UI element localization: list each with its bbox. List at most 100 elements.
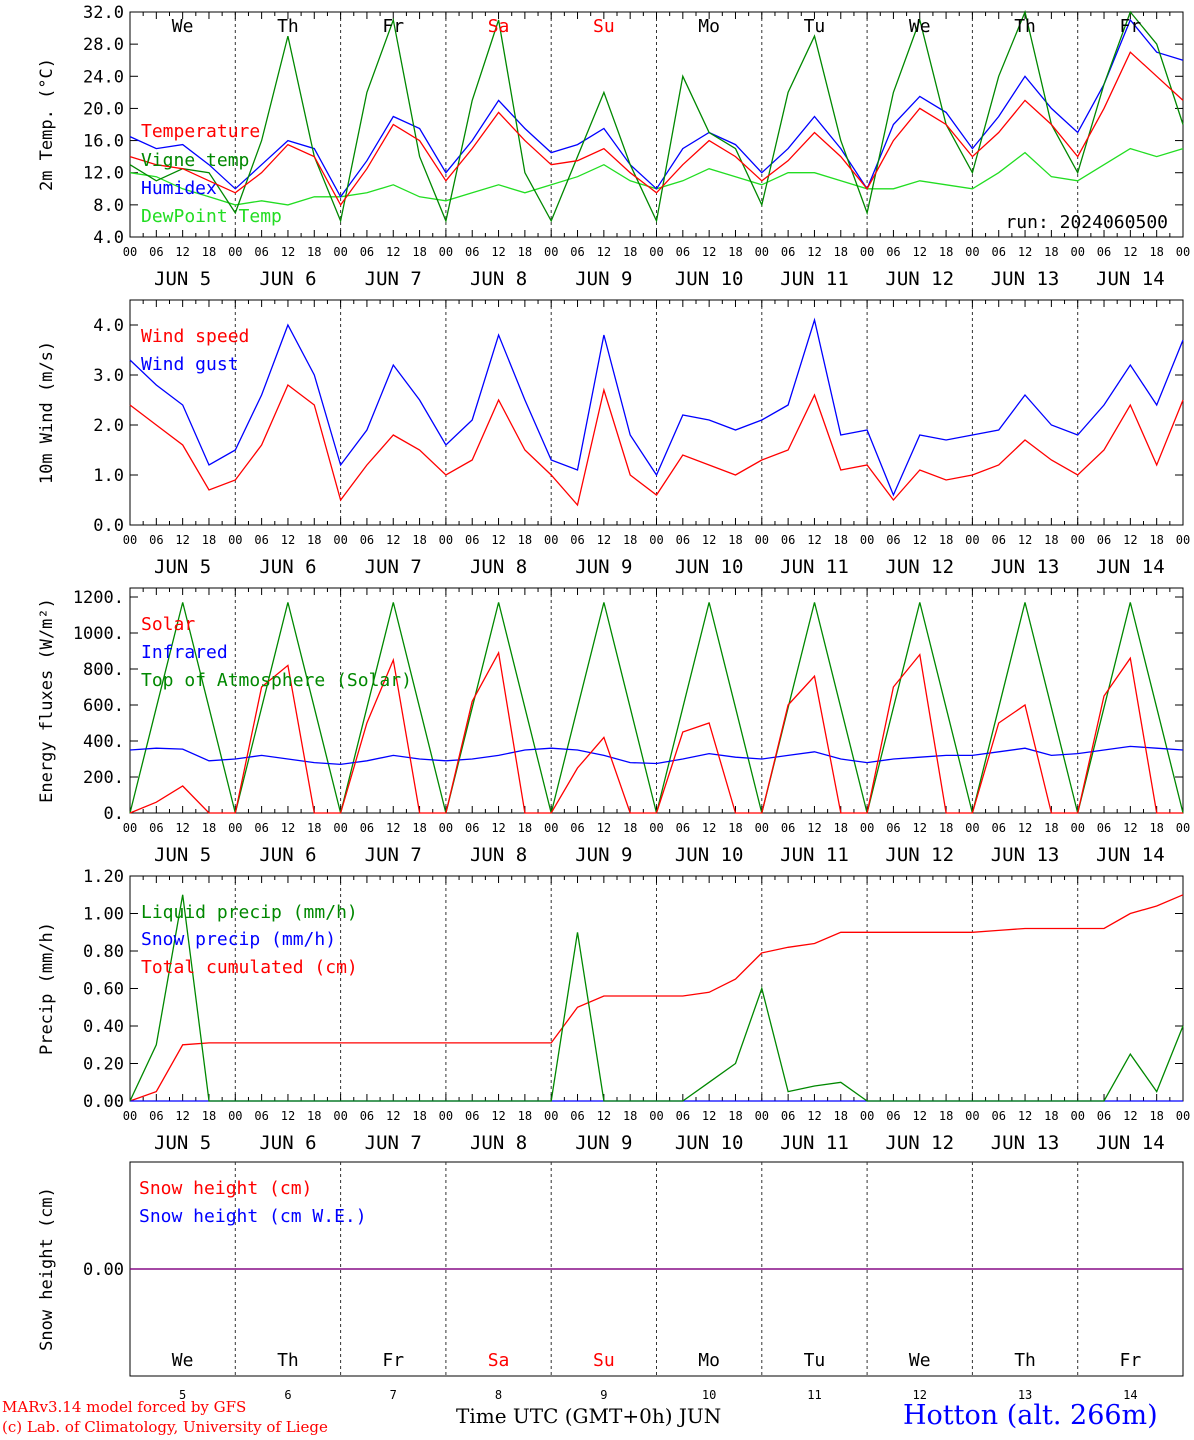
day-number: 10 (702, 1388, 716, 1402)
day-name: Fr (1120, 16, 1142, 37)
hour-label: 18 (1149, 1109, 1163, 1123)
hour-label: 12 (1018, 245, 1032, 259)
series-line (129, 894, 1184, 1102)
hour-label: 18 (202, 821, 216, 835)
series-line (129, 9, 1184, 224)
hour-label: 00 (333, 821, 347, 835)
date-label: JUN 12 (885, 1132, 954, 1154)
hour-label: 00 (755, 533, 769, 547)
date-label: JUN 8 (470, 556, 527, 578)
hour-label: 06 (149, 821, 163, 835)
hour-label: 06 (781, 821, 795, 835)
date-label: JUN 7 (365, 1132, 422, 1154)
y-tick-label: 0.0 (93, 516, 124, 536)
panel-frame (129, 587, 1184, 814)
y-tick-label: 600. (83, 696, 124, 716)
y-tick-label: 16.0 (83, 132, 124, 152)
hour-label: 12 (597, 533, 611, 547)
hour-label: 00 (123, 821, 137, 835)
hour-label: 18 (728, 1109, 742, 1123)
hour-label: 00 (649, 821, 663, 835)
date-label: JUN 13 (991, 844, 1060, 866)
date-label: JUN 10 (675, 556, 744, 578)
hour-label: 00 (228, 1109, 242, 1123)
date-label: JUN 5 (154, 844, 211, 866)
y-axis-title: 2m Temp. (°C) (37, 58, 57, 191)
y-tick-label: 3.0 (93, 366, 124, 386)
date-label: JUN 11 (780, 556, 849, 578)
date-label: JUN 5 (154, 556, 211, 578)
hour-label: 12 (702, 245, 716, 259)
panel-frame (129, 299, 1184, 526)
hour-label: 12 (175, 533, 189, 547)
hour-label: 00 (123, 533, 137, 547)
y-tick-label: 4.0 (93, 316, 124, 336)
date-label: JUN 6 (259, 268, 316, 290)
date-label: JUN 9 (575, 1132, 632, 1154)
hour-label: 12 (597, 1109, 611, 1123)
hour-label: 18 (1149, 245, 1163, 259)
series-line (129, 745, 1184, 766)
date-label: JUN 8 (470, 844, 527, 866)
series-line (129, 383, 1184, 507)
legend-entry: Snow precip (mm/h) (141, 929, 336, 950)
hour-label: 06 (254, 821, 268, 835)
hour-label: 06 (886, 245, 900, 259)
y-tick-label: 1.00 (83, 905, 124, 925)
hour-label: 00 (1070, 1109, 1084, 1123)
hour-label: 06 (781, 1109, 795, 1123)
day-name: Mo (698, 1350, 720, 1371)
hour-label: 12 (491, 1109, 505, 1123)
hour-label: 12 (597, 821, 611, 835)
hour-label: 00 (544, 821, 558, 835)
hour-label: 06 (991, 533, 1005, 547)
day-name: We (909, 16, 931, 37)
hour-label: 06 (465, 821, 479, 835)
date-label: JUN 6 (259, 556, 316, 578)
day-number: 6 (284, 1388, 291, 1402)
y-tick-label: 1.0 (93, 466, 124, 486)
hour-label: 00 (1070, 245, 1084, 259)
day-name: Th (277, 16, 299, 37)
legend-entry: Liquid precip (mm/h) (141, 902, 358, 923)
y-axis-title: 10m Wind (m/s) (37, 341, 57, 484)
hour-label: 00 (1176, 821, 1190, 835)
date-label: JUN 5 (154, 1132, 211, 1154)
hour-label: 12 (807, 821, 821, 835)
hour-label: 06 (676, 1109, 690, 1123)
hour-label: 00 (333, 245, 347, 259)
hour-label: 00 (755, 245, 769, 259)
hour-label: 18 (728, 245, 742, 259)
date-label: JUN 9 (575, 844, 632, 866)
hour-label: 06 (465, 533, 479, 547)
hour-label: 18 (1149, 821, 1163, 835)
legend-entry: Vigne temp (141, 150, 249, 171)
hour-label: 12 (175, 1109, 189, 1123)
legend-entry: Infrared (141, 642, 228, 663)
hour-label: 06 (570, 821, 584, 835)
hour-label: 06 (886, 533, 900, 547)
hour-label: 00 (333, 1109, 347, 1123)
series-line (129, 51, 1184, 207)
hour-label: 12 (913, 533, 927, 547)
hour-label: 06 (360, 245, 374, 259)
hour-label: 00 (860, 821, 874, 835)
y-tick-label: 800. (83, 660, 124, 680)
hour-label: 00 (228, 245, 242, 259)
hour-label: 12 (597, 245, 611, 259)
hour-label: 12 (491, 821, 505, 835)
hour-label: 06 (149, 1109, 163, 1123)
legend-entry: Humidex (141, 178, 217, 199)
hour-label: 00 (1176, 1109, 1190, 1123)
hour-label: 00 (1176, 245, 1190, 259)
day-number: 12 (913, 1388, 927, 1402)
hour-label: 06 (570, 1109, 584, 1123)
hour-label: 06 (360, 533, 374, 547)
hour-label: 18 (939, 1109, 953, 1123)
hour-label: 12 (386, 533, 400, 547)
legend-entry: DewPoint Temp (141, 206, 282, 227)
y-tick-label: 200. (83, 768, 124, 788)
y-tick-label: 0.80 (83, 942, 124, 962)
hour-label: 12 (807, 533, 821, 547)
hour-label: 06 (886, 1109, 900, 1123)
